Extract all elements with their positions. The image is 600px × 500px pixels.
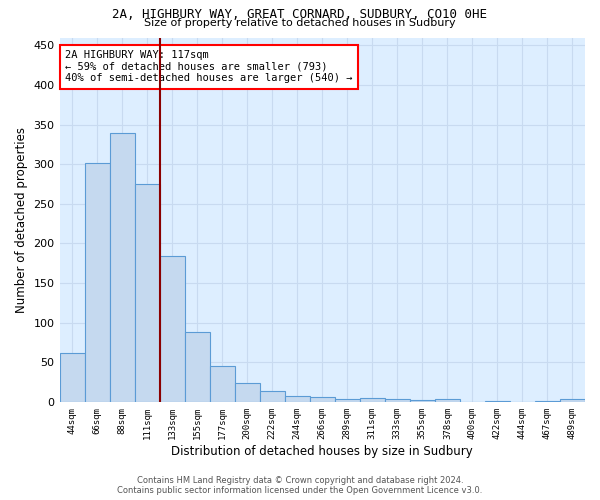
Bar xyxy=(560,400,585,402)
Bar xyxy=(59,352,85,402)
Text: 2A, HIGHBURY WAY, GREAT CORNARD, SUDBURY, CO10 0HE: 2A, HIGHBURY WAY, GREAT CORNARD, SUDBURY… xyxy=(113,8,487,20)
Bar xyxy=(85,162,110,402)
Bar xyxy=(435,400,460,402)
Bar xyxy=(235,383,260,402)
Bar xyxy=(260,390,285,402)
Bar xyxy=(160,256,185,402)
X-axis label: Distribution of detached houses by size in Sudbury: Distribution of detached houses by size … xyxy=(172,444,473,458)
Bar xyxy=(310,397,335,402)
Text: 2A HIGHBURY WAY: 117sqm
← 59% of detached houses are smaller (793)
40% of semi-d: 2A HIGHBURY WAY: 117sqm ← 59% of detache… xyxy=(65,50,352,84)
Text: Contains HM Land Registry data © Crown copyright and database right 2024.
Contai: Contains HM Land Registry data © Crown c… xyxy=(118,476,482,495)
Text: Size of property relative to detached houses in Sudbury: Size of property relative to detached ho… xyxy=(144,18,456,28)
Bar xyxy=(410,400,435,402)
Bar xyxy=(385,400,410,402)
Bar xyxy=(360,398,385,402)
Bar xyxy=(335,400,360,402)
Y-axis label: Number of detached properties: Number of detached properties xyxy=(15,126,28,312)
Bar xyxy=(134,184,160,402)
Bar xyxy=(535,401,560,402)
Bar xyxy=(485,401,510,402)
Bar xyxy=(285,396,310,402)
Bar xyxy=(185,332,209,402)
Bar xyxy=(209,366,235,402)
Bar xyxy=(110,132,134,402)
